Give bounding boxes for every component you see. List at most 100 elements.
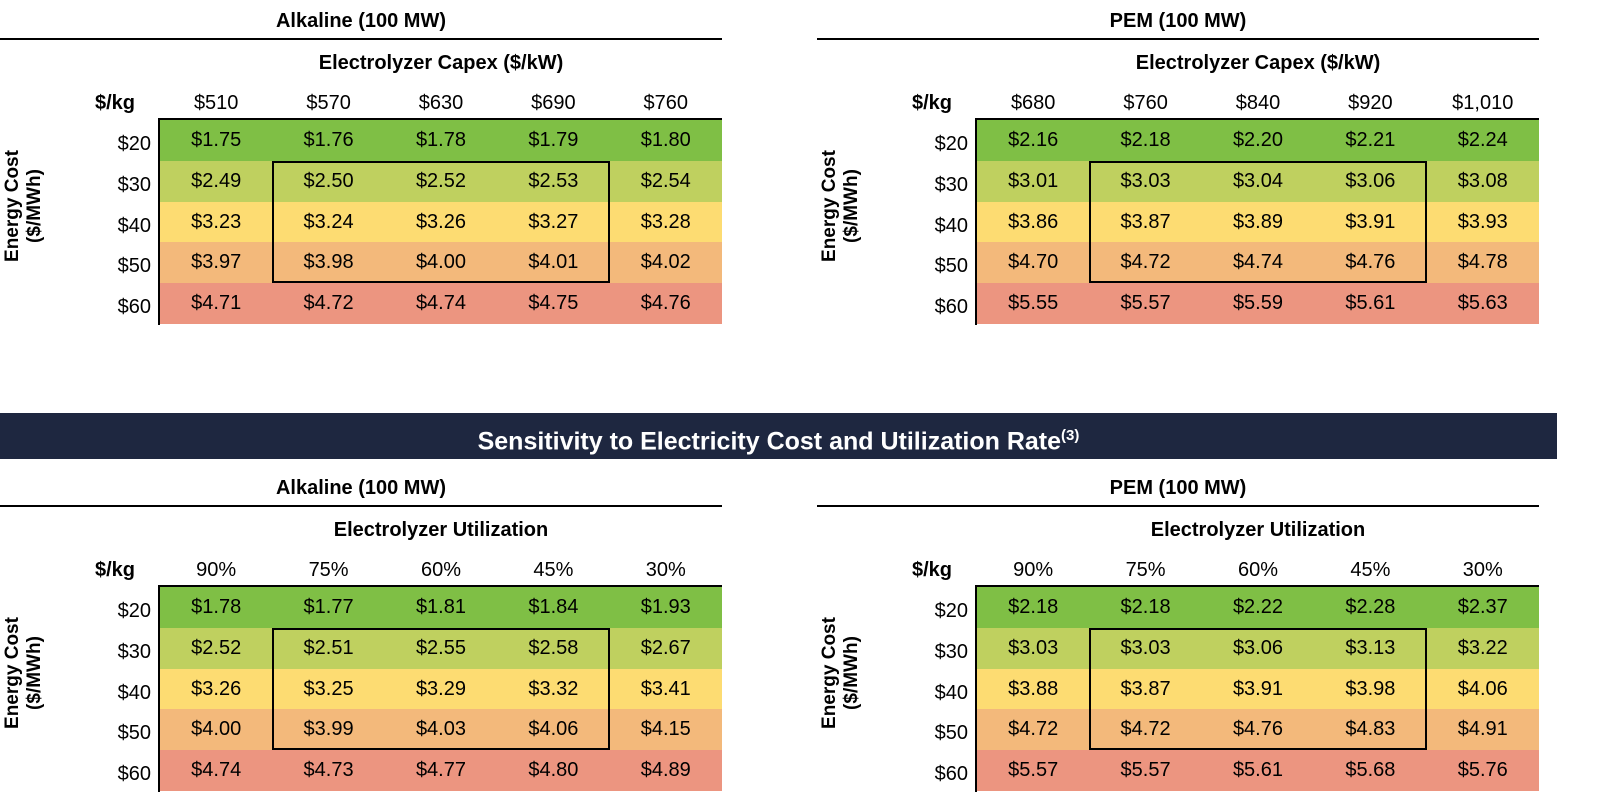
column-header: $1,010 [1452, 92, 1514, 114]
row-axis-line-1: Energy Cost [819, 150, 840, 262]
column-header: 90% [196, 559, 237, 581]
grid-row: $2.49 $2.50 $2.52 $2.53 $2.54 [160, 160, 722, 202]
value-cell: $3.04 [1232, 169, 1283, 192]
panel-title: Alkaline (100 MW) [275, 10, 447, 32]
row-label: $60 [934, 763, 968, 786]
value-cell: $4.89 [640, 759, 691, 782]
left-rule [975, 118, 977, 325]
value-cell: $4.70 [1008, 251, 1059, 274]
grid-row: $3.01 $3.03 $3.04 $3.06 $3.08 [977, 160, 1539, 202]
column-header: 60% [1237, 559, 1278, 581]
value-cell: $2.50 [303, 169, 354, 192]
value-cell: $2.37 [1457, 596, 1508, 618]
value-cell: $4.80 [528, 759, 579, 782]
value-cell: $5.61 [1232, 759, 1283, 782]
grid-row: $2.18 $2.18 $2.22 $2.28 $2.37 [977, 587, 1539, 628]
value-cell: $4.01 [528, 251, 579, 274]
header-rule [977, 118, 1539, 120]
column-header: 30% [1462, 559, 1503, 581]
column-header: 45% [533, 559, 574, 581]
value-cell: $4.72 [1008, 718, 1059, 741]
grid-row: $4.74 $4.73 $4.77 $4.80 $4.89 [160, 750, 722, 791]
left-rule [975, 585, 977, 792]
value-cell: $1.81 [415, 596, 466, 618]
value-cell: $4.72 [1120, 251, 1171, 274]
value-grid: $2.16 $2.18 $2.20 $2.21 $2.24 $3.01 $3.0… [977, 120, 1539, 324]
column-group-label: Electrolyzer Utilization [333, 519, 549, 541]
column-headers: 90% 75% 60% 45% 30% [160, 559, 722, 585]
alkaline-utilization-table: Alkaline (100 MW) Electrolyzer Utilizati… [0, 467, 740, 797]
column-header: $760 [643, 92, 689, 114]
value-cell: $3.89 [1232, 210, 1283, 233]
value-cell: $3.22 [1457, 636, 1508, 659]
panel-title: PEM (100 MW) [1109, 477, 1247, 499]
value-cell: $1.78 [191, 596, 242, 618]
column-headers: $680 $760 $840 $920 $1,010 [977, 92, 1539, 118]
value-cell: $3.26 [191, 677, 242, 700]
value-cell: $3.27 [528, 210, 579, 233]
column-header: $570 [306, 92, 351, 114]
value-cell: $2.22 [1232, 596, 1283, 618]
column-header: 75% [1125, 559, 1166, 581]
value-cell: $1.79 [528, 129, 579, 151]
column-header: $680 [1010, 92, 1056, 114]
grid-row: $2.52 $2.51 $2.55 $2.58 $2.67 [160, 627, 722, 669]
value-cell: $3.93 [1457, 210, 1508, 233]
value-grid: $2.18 $2.18 $2.22 $2.28 $2.37 $3.03 $3.0… [977, 587, 1539, 791]
column-header: 90% [1013, 559, 1054, 581]
header-rule [160, 585, 722, 587]
value-cell: $1.75 [191, 129, 242, 151]
grid-row: $1.75 $1.76 $1.78 $1.79 $1.80 [160, 120, 722, 161]
grid-row: $4.71 $4.72 $4.74 $4.75 $4.76 [160, 283, 722, 324]
value-cell: $3.23 [191, 210, 242, 233]
value-cell: $3.88 [1008, 677, 1059, 700]
value-cell: $3.87 [1120, 210, 1171, 233]
grid-row: $3.97 $3.98 $4.00 $4.01 $4.02 [160, 242, 722, 284]
row-label: $50 [117, 722, 151, 745]
value-cell: $1.77 [303, 596, 354, 618]
grid-row: $2.16 $2.18 $2.20 $2.21 $2.24 [977, 120, 1539, 161]
value-cell: $5.57 [1120, 292, 1171, 315]
value-cell: $5.63 [1457, 292, 1508, 315]
value-cell: $4.74 [1232, 251, 1283, 274]
grid-row: $5.55 $5.57 $5.59 $5.61 $5.63 [977, 283, 1539, 324]
row-label: $20 [117, 133, 151, 155]
value-grid: $1.75 $1.76 $1.78 $1.79 $1.80 $2.49 $2.5… [160, 120, 722, 324]
value-cell: $4.00 [191, 718, 242, 741]
column-header: $630 [418, 92, 464, 114]
grid-row: $5.57 $5.57 $5.61 $5.68 $5.76 [977, 750, 1539, 791]
row-axis-line-1: Energy Cost [2, 617, 23, 729]
value-cell: $2.67 [640, 636, 691, 659]
value-cell: $2.28 [1345, 596, 1396, 618]
column-header: $690 [531, 92, 576, 114]
value-cell: $3.97 [191, 251, 242, 274]
value-cell: $2.18 [1120, 129, 1171, 151]
row-label: $20 [934, 133, 968, 155]
row-label: $50 [117, 255, 151, 278]
column-header: 60% [420, 559, 461, 581]
value-cell: $2.16 [1008, 129, 1059, 151]
banner-title: Sensitivity to Electricity Cost and Util… [477, 427, 1062, 456]
grid-row: $4.00 $3.99 $4.03 $4.06 $4.15 [160, 709, 722, 751]
value-cell: $4.78 [1457, 251, 1508, 274]
row-label: $40 [117, 681, 151, 704]
row-labels: $20 $30 $40 $50 $60 [95, 120, 151, 324]
value-cell: $4.76 [1232, 718, 1283, 741]
value-cell: $3.86 [1008, 210, 1059, 233]
value-cell: $3.32 [528, 677, 579, 700]
value-cell: $2.24 [1457, 129, 1508, 151]
row-axis-line-2: ($/MWh) [24, 169, 45, 243]
base-case-box [272, 160, 610, 284]
value-cell: $3.99 [303, 718, 354, 741]
value-cell: $4.00 [415, 251, 466, 274]
column-header: 30% [645, 559, 686, 581]
value-cell: $5.57 [1120, 759, 1171, 782]
value-cell: $3.87 [1120, 677, 1171, 700]
value-cell: $2.20 [1232, 129, 1283, 151]
row-labels: $20 $30 $40 $50 $60 [912, 587, 968, 791]
value-cell: $2.58 [528, 636, 579, 659]
row-label: $30 [117, 173, 151, 196]
row-label: $40 [934, 214, 968, 237]
row-labels: $20 $30 $40 $50 $60 [912, 120, 968, 324]
title-rule [0, 505, 722, 507]
